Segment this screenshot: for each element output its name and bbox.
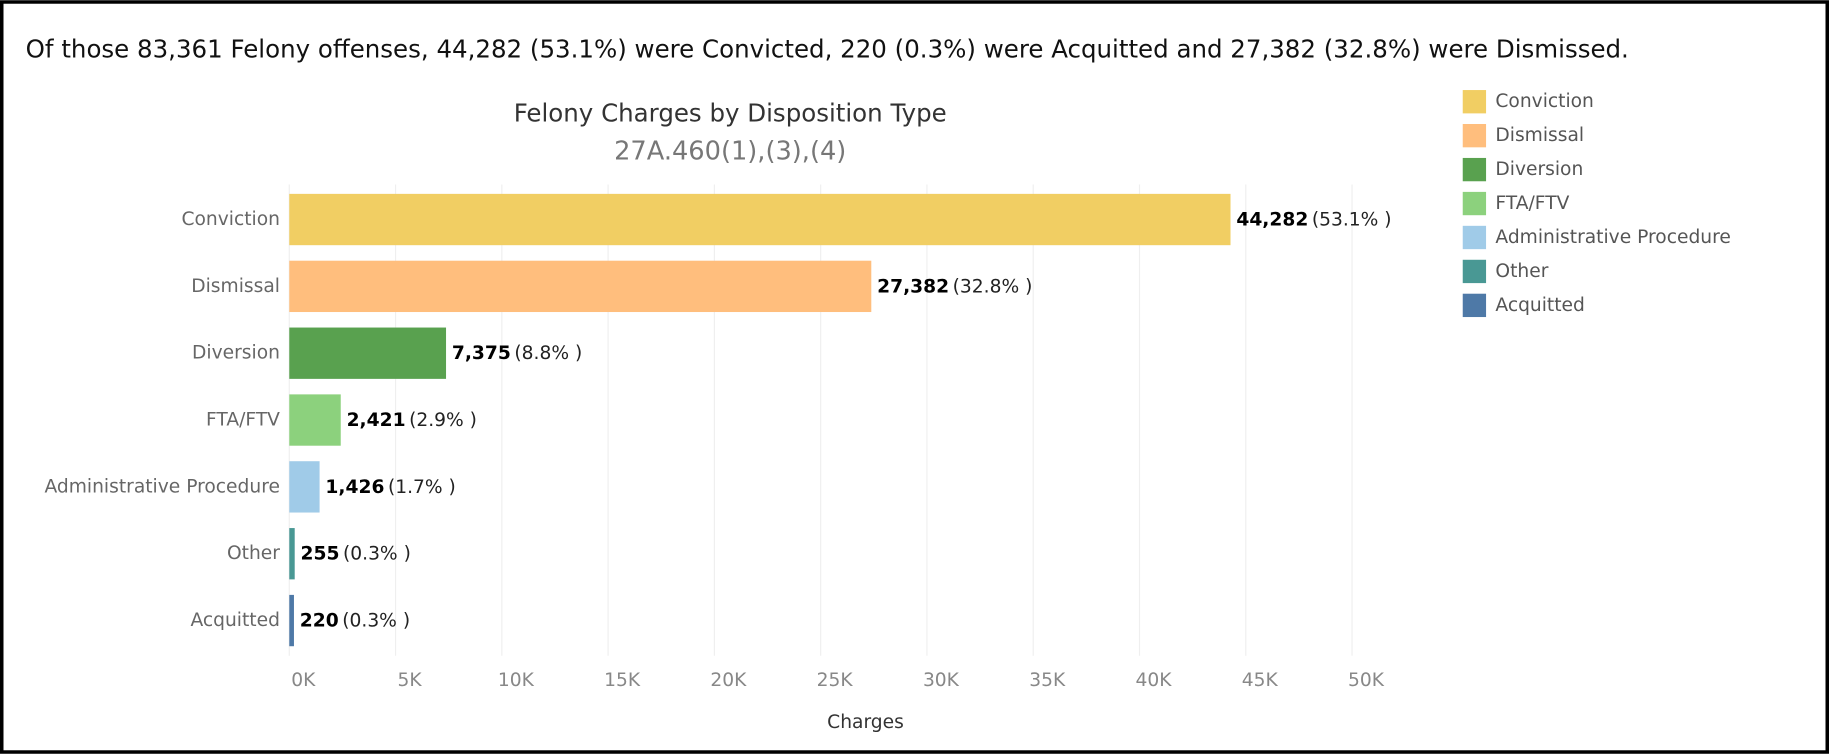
bar	[289, 327, 447, 379]
data-percent: (0.3% )	[343, 543, 411, 564]
bar	[289, 594, 294, 647]
data-label: 255 (0.3% )	[301, 543, 411, 564]
data-label: 2,421 (2.9% )	[347, 410, 477, 431]
data-percent: (1.7% )	[388, 476, 456, 497]
y-tick-label: FTA/FTV	[206, 410, 280, 431]
bar	[289, 260, 872, 313]
x-tick-label: 20K	[710, 670, 747, 691]
data-label: 44,282 (53.1% )	[1236, 209, 1391, 230]
chart-subtitle: 27A.460(1),(3),(4)	[614, 136, 846, 166]
y-tick-label: Conviction	[181, 209, 279, 230]
y-tick-label: Dismissal	[191, 276, 280, 297]
legend-label: Administrative Procedure	[1495, 227, 1730, 248]
data-label: 1,426 (1.7% )	[325, 476, 455, 497]
data-label: 7,375 (8.8% )	[452, 343, 582, 364]
headline: Of those 83,361 Felony offenses, 44,282 …	[26, 34, 1629, 63]
chart-title: Felony Charges by Disposition Type	[514, 99, 947, 128]
x-tick-label: 40K	[1136, 670, 1173, 691]
data-percent: (53.1% )	[1312, 209, 1392, 230]
data-percent: (0.3% )	[342, 610, 410, 631]
legend-label: Acquitted	[1495, 295, 1585, 316]
data-percent: (8.8% )	[514, 343, 582, 364]
legend-label: Diversion	[1495, 159, 1583, 180]
data-label: 220 (0.3% )	[300, 610, 410, 631]
data-value: 27,382	[877, 276, 949, 297]
legend-swatch	[1462, 259, 1487, 284]
legend-label: Conviction	[1495, 91, 1593, 112]
legend-label: FTA/FTV	[1495, 193, 1569, 214]
x-tick-label: 45K	[1242, 670, 1279, 691]
data-value: 2,421	[347, 410, 406, 431]
data-value: 7,375	[452, 343, 511, 364]
data-value: 220	[300, 610, 339, 631]
y-tick-label: Other	[227, 543, 280, 564]
legend-swatch	[1462, 191, 1487, 216]
legend-swatch	[1462, 225, 1487, 250]
y-tick-label: Acquitted	[190, 610, 280, 631]
x-tick-label: 50K	[1348, 670, 1385, 691]
data-value: 1,426	[325, 476, 384, 497]
data-percent: (2.9% )	[409, 410, 477, 431]
x-tick-label: 5K	[398, 670, 423, 691]
legend-swatch	[1462, 123, 1487, 148]
bar	[289, 193, 1231, 246]
legend-swatch	[1462, 90, 1487, 114]
legend-label: Dismissal	[1495, 125, 1584, 146]
bar	[289, 394, 341, 446]
x-tick-label: 25K	[817, 670, 854, 691]
x-axis-label: Charges	[827, 712, 904, 733]
data-percent: (32.8% )	[953, 276, 1033, 297]
x-tick-label: 30K	[923, 670, 960, 691]
y-tick-label: Administrative Procedure	[44, 476, 279, 497]
x-tick-label: 35K	[1029, 670, 1066, 691]
data-value: 255	[301, 543, 340, 564]
x-tick-label: 0K	[291, 670, 316, 691]
bar	[289, 528, 295, 580]
legend-label: Other	[1495, 261, 1548, 282]
y-tick-label: Diversion	[192, 343, 280, 364]
data-label: 27,382 (32.8% )	[877, 276, 1032, 297]
x-tick-label: 10K	[498, 670, 535, 691]
data-value: 44,282	[1236, 209, 1308, 230]
legend-swatch	[1462, 157, 1487, 182]
legend-swatch	[1462, 293, 1487, 318]
x-tick-label: 15K	[604, 670, 641, 691]
bar	[289, 461, 320, 513]
